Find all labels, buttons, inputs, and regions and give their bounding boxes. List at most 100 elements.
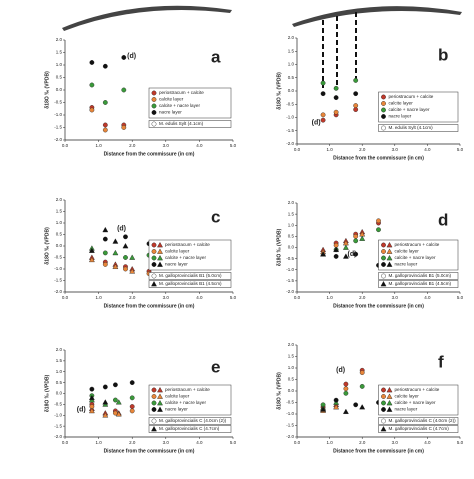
triangle-marker bbox=[359, 404, 366, 410]
circle-marker bbox=[343, 386, 349, 392]
x-tick-label: 4.0 bbox=[196, 440, 203, 445]
specimen-label: M. galloprovincialis C (4.7cm) bbox=[389, 426, 450, 431]
circle-marker bbox=[151, 110, 157, 115]
x-tick-label: 2.0 bbox=[129, 143, 136, 148]
y-tick-label: -2.0 bbox=[54, 289, 62, 294]
specimen-label: M. galloprovincialis B1 (5.0cm) bbox=[159, 273, 222, 278]
y-tick-label: -0.5 bbox=[54, 402, 62, 407]
circle-marker bbox=[381, 125, 386, 131]
circle-marker bbox=[381, 394, 386, 399]
circle-marker bbox=[353, 78, 359, 83]
circle-marker bbox=[102, 250, 108, 256]
circle-marker bbox=[320, 117, 326, 123]
triangle-marker bbox=[157, 386, 163, 393]
specimen-label: M. galloprovincialis C (4.0cm (2)) bbox=[159, 418, 227, 423]
x-axis-label: Distance from the commissure (in cm) bbox=[104, 303, 195, 309]
legend-label: nacre layer bbox=[395, 407, 418, 412]
triangle-marker bbox=[386, 406, 393, 412]
panel-letter: d bbox=[438, 210, 448, 229]
triangle-marker bbox=[380, 425, 387, 432]
specimen-label: M. galloprovincialis C (4.0cm (2)) bbox=[389, 418, 457, 423]
circle-marker bbox=[113, 397, 118, 403]
circle-marker bbox=[102, 236, 108, 242]
triangle-marker bbox=[386, 248, 393, 254]
triangle-marker bbox=[129, 254, 136, 260]
legend-label: periostracum + calcite bbox=[165, 387, 210, 392]
triangle-marker bbox=[386, 254, 393, 261]
legend-label: periostracum + calcite bbox=[395, 242, 440, 247]
x-tick-label: 2.0 bbox=[129, 440, 136, 445]
annotation: (d) bbox=[127, 53, 136, 60]
specimen-label: M. galloprovincialis C (4.7cm) bbox=[159, 426, 220, 431]
y-tick-label: -1.5 bbox=[286, 128, 294, 133]
x-tick-label: 1.0 bbox=[95, 440, 102, 445]
circle-marker bbox=[151, 90, 157, 96]
y-tick-label: -1.0 bbox=[54, 412, 62, 417]
triangle-marker bbox=[333, 246, 340, 253]
triangle-marker bbox=[88, 247, 95, 253]
legend-box bbox=[378, 239, 459, 271]
y-axis-label: δ18O ‰ (VPDB) bbox=[276, 228, 282, 266]
triangle-marker bbox=[102, 412, 109, 418]
y-tick-label: -1.0 bbox=[286, 411, 294, 416]
legend-box bbox=[378, 91, 459, 123]
circle-marker bbox=[102, 261, 108, 267]
y-tick-label: -0.5 bbox=[286, 400, 294, 405]
x-tick-label: 3.0 bbox=[392, 147, 399, 152]
x-tick-label: 2.0 bbox=[359, 440, 366, 445]
triangle-marker bbox=[386, 393, 393, 399]
y-tick-label: 1.5 bbox=[56, 358, 63, 363]
y-tick-label: 2.0 bbox=[56, 37, 63, 42]
circle-marker bbox=[113, 410, 118, 416]
y-tick-label: 2.0 bbox=[56, 347, 63, 352]
legend-label: calcite layer bbox=[159, 97, 184, 102]
panel-letter: c bbox=[211, 207, 220, 226]
triangle-marker bbox=[359, 235, 366, 241]
triangle-marker bbox=[157, 393, 163, 399]
circle-marker bbox=[121, 125, 127, 130]
x-axis-label: Distance from the commissure (in cm) bbox=[104, 151, 195, 157]
circle-marker bbox=[353, 233, 359, 239]
annotation: (d) bbox=[77, 407, 86, 414]
circle-marker bbox=[320, 91, 326, 97]
legend-label: calcite layer bbox=[165, 394, 190, 399]
triangle-marker bbox=[333, 404, 340, 410]
circle-marker bbox=[151, 97, 157, 102]
legend-label: calcite layer bbox=[395, 394, 420, 399]
y-tick-label: -1.0 bbox=[286, 267, 294, 272]
circle-marker bbox=[359, 370, 365, 375]
triangle-marker bbox=[342, 253, 349, 259]
annotation: (d) bbox=[117, 226, 126, 233]
y-tick-label: 0.5 bbox=[288, 75, 295, 80]
circle-marker bbox=[381, 114, 386, 119]
legend-label: calcite layer bbox=[395, 249, 420, 254]
circle-marker bbox=[376, 227, 381, 233]
triangle-marker bbox=[112, 238, 119, 244]
specimen-box bbox=[378, 425, 459, 433]
y-tick-label: 0.5 bbox=[56, 75, 63, 80]
x-tick-label: 5.0 bbox=[230, 440, 237, 445]
legend-label: calcite + nacre layer bbox=[395, 255, 436, 260]
specimen-box bbox=[148, 272, 232, 280]
y-axis-label: δ18O ‰ (VPDB) bbox=[44, 374, 50, 412]
circle-marker bbox=[129, 380, 135, 386]
legend-label: periostracum + calcite bbox=[165, 242, 210, 247]
circle-marker bbox=[151, 249, 157, 254]
legend-label: nacre layer bbox=[165, 407, 188, 412]
y-tick-label: -1.0 bbox=[286, 115, 294, 120]
circle-marker bbox=[123, 266, 128, 272]
circle-marker bbox=[333, 397, 339, 403]
circle-marker bbox=[381, 101, 386, 106]
triangle-marker bbox=[102, 226, 109, 233]
circle-marker bbox=[129, 395, 135, 401]
circle-marker bbox=[381, 400, 386, 406]
y-axis-label: δ18O ‰ (VPDB) bbox=[276, 72, 282, 110]
y-tick-label: -2.0 bbox=[286, 434, 294, 439]
y-tick-label: -2.0 bbox=[54, 137, 62, 142]
shell-illustration bbox=[62, 5, 232, 31]
specimen-box bbox=[148, 120, 232, 128]
triangle-marker bbox=[386, 241, 393, 248]
y-axis-label: δ18O ‰ (VPDB) bbox=[44, 227, 50, 265]
triangle-marker bbox=[157, 254, 163, 261]
circle-marker bbox=[359, 383, 365, 389]
